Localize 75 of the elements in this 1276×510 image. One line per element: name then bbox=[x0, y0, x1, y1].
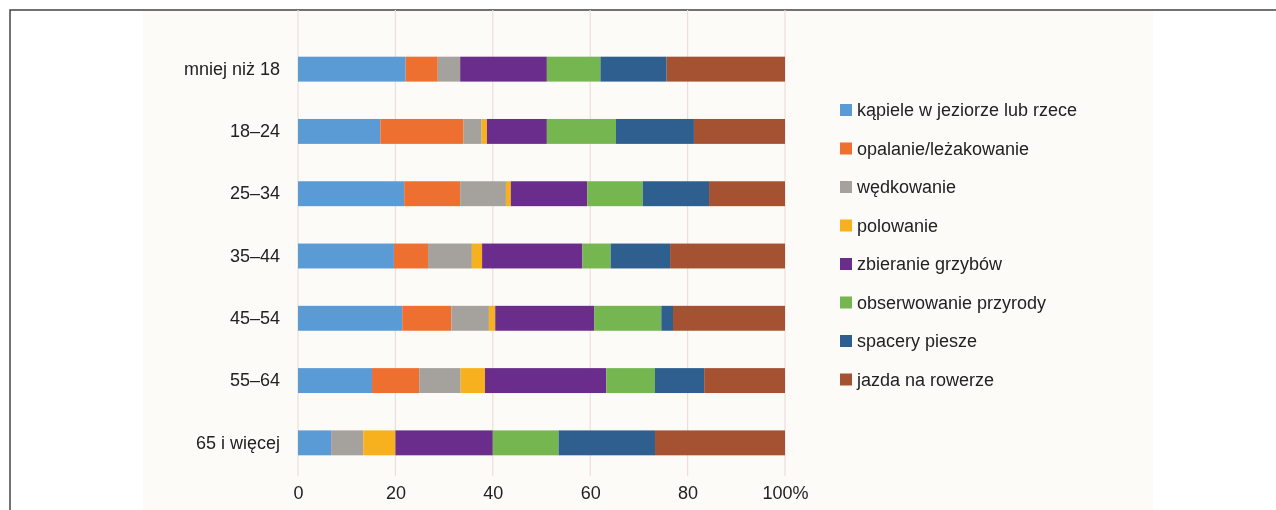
legend-label: spacery piesze bbox=[857, 331, 978, 352]
bar bbox=[610, 243, 671, 269]
y-tick-label: 18–24 bbox=[229, 121, 280, 142]
bar bbox=[505, 181, 511, 207]
x-tick-label: 80 bbox=[678, 482, 699, 503]
bar bbox=[654, 368, 705, 394]
bar bbox=[606, 368, 655, 394]
bar bbox=[298, 305, 403, 331]
bar bbox=[495, 305, 595, 331]
bar bbox=[471, 243, 483, 269]
y-tick-label: 25–34 bbox=[229, 183, 280, 204]
bar bbox=[460, 56, 547, 82]
legend-label: opalanie/leżakowanie bbox=[857, 138, 1030, 159]
y-tick-label: 55–64 bbox=[229, 370, 280, 391]
bar bbox=[460, 368, 486, 394]
x-tick-label: 0 bbox=[293, 482, 304, 503]
bar bbox=[642, 181, 710, 207]
bar bbox=[546, 118, 617, 144]
bar bbox=[709, 181, 785, 207]
bar bbox=[666, 56, 785, 82]
bar bbox=[485, 368, 607, 394]
y-tick-label: 45–54 bbox=[229, 308, 280, 329]
y-tick-label: mniej niż 18 bbox=[183, 58, 280, 79]
bar bbox=[298, 118, 381, 144]
bar bbox=[372, 368, 420, 394]
bar bbox=[594, 305, 662, 331]
bar bbox=[492, 430, 559, 456]
bar bbox=[405, 56, 438, 82]
bar bbox=[587, 181, 643, 207]
bar bbox=[616, 118, 694, 144]
bar bbox=[437, 56, 461, 82]
bar bbox=[331, 430, 364, 456]
bar bbox=[463, 118, 482, 144]
y-tick-label: 65 i więcej bbox=[195, 432, 280, 453]
bar bbox=[481, 118, 487, 144]
bar bbox=[395, 430, 493, 456]
bar bbox=[654, 430, 785, 456]
legend-label: kąpiele w jeziorze lub rzece bbox=[857, 100, 1078, 121]
bar bbox=[672, 305, 785, 331]
x-tick-label: 20 bbox=[385, 482, 406, 503]
bar bbox=[298, 430, 332, 456]
bar bbox=[451, 305, 489, 331]
bar bbox=[482, 243, 583, 269]
legend-label: jazda na rowerze bbox=[856, 369, 995, 390]
bar bbox=[428, 243, 472, 269]
bar bbox=[402, 305, 452, 331]
bar bbox=[704, 368, 785, 394]
legend-label: zbieranie grzybów bbox=[857, 254, 1004, 275]
x-tick-label: 60 bbox=[580, 482, 601, 503]
bar bbox=[670, 243, 785, 269]
bar bbox=[558, 430, 655, 456]
y-tick-label: 35–44 bbox=[229, 245, 280, 266]
legend-label: polowanie bbox=[857, 215, 939, 236]
bar bbox=[393, 243, 429, 269]
bar bbox=[298, 243, 394, 269]
bar bbox=[693, 118, 785, 144]
legend-label: obserwowanie przyrody bbox=[857, 292, 1047, 313]
bar bbox=[546, 56, 601, 82]
bar bbox=[363, 430, 396, 456]
bar bbox=[380, 118, 464, 144]
bar bbox=[488, 305, 496, 331]
bar bbox=[460, 181, 506, 207]
bar bbox=[404, 181, 461, 207]
bar bbox=[600, 56, 667, 82]
bar bbox=[298, 181, 405, 207]
bar bbox=[486, 118, 547, 144]
bar bbox=[419, 368, 461, 394]
x-tick-label: 40 bbox=[483, 482, 504, 503]
legend-label: wędkowanie bbox=[856, 177, 957, 198]
x-tick-label: 100% bbox=[762, 482, 809, 503]
bar bbox=[661, 305, 673, 331]
bar bbox=[510, 181, 588, 207]
bar bbox=[298, 56, 406, 82]
bar bbox=[582, 243, 611, 269]
bar bbox=[298, 368, 373, 394]
